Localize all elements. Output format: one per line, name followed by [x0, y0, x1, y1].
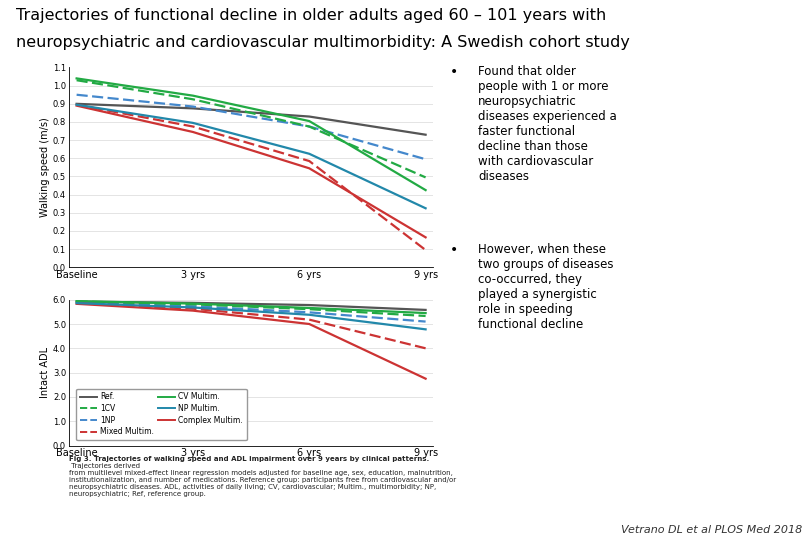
Legend: Ref., 1CV, 1NP, Mixed Multim., CV Multim., NP Multim., Complex Multim., : Ref., 1CV, 1NP, Mixed Multim., CV Multim…: [76, 389, 247, 440]
Y-axis label: Walking speed (m/s): Walking speed (m/s): [40, 118, 50, 217]
Text: Trajectories of functional decline in older adults aged 60 – 101 years with: Trajectories of functional decline in ol…: [16, 8, 607, 23]
Text: neuropsychiatric and cardiovascular multimorbidity: A Swedish cohort study: neuropsychiatric and cardiovascular mult…: [16, 35, 630, 50]
Text: Found that older
people with 1 or more
neuropsychiatric
diseases experienced a
f: Found that older people with 1 or more n…: [478, 65, 616, 183]
Text: •: •: [450, 65, 458, 79]
Text: Fig 3. Trajectories of walking speed and ADL impairment over 9 years by clinical: Fig 3. Trajectories of walking speed and…: [69, 456, 429, 462]
Text: However, when these
two groups of diseases
co-occurred, they
played a synergisti: However, when these two groups of diseas…: [478, 243, 613, 331]
Text: Trajectories derived
from multilevel mixed-effect linear regression models adjus: Trajectories derived from multilevel mix…: [69, 463, 456, 497]
Y-axis label: Intact ADL: Intact ADL: [40, 347, 50, 398]
Text: Vetrano DL et al PLOS Med 2018: Vetrano DL et al PLOS Med 2018: [620, 524, 802, 535]
Text: •: •: [450, 243, 458, 257]
